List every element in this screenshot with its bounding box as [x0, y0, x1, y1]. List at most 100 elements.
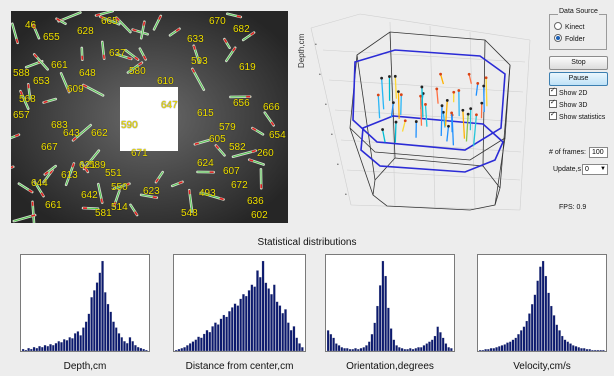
- data-source-title: Data Source: [558, 8, 599, 15]
- fish-label: 656: [233, 98, 250, 109]
- show-3d-checkbox-box: [549, 98, 557, 108]
- fish-label: 581: [95, 208, 112, 219]
- fish-heading: [193, 45, 196, 50]
- fish-heading: [251, 149, 256, 153]
- fish-point: [376, 93, 380, 97]
- fish-vector: [397, 91, 400, 119]
- histogram-bar: [205, 330, 209, 352]
- histogram-bar: [530, 304, 534, 352]
- histogram-bar: [582, 348, 586, 352]
- fish-vector: [436, 88, 439, 104]
- fish-vector: [380, 78, 385, 110]
- histogram-bar: [414, 348, 417, 352]
- fish-vector: [450, 112, 453, 133]
- fish-point: [480, 101, 484, 105]
- tank-3d-plot[interactable]: • • • • • •: [305, 10, 535, 222]
- histogram-bar: [577, 347, 580, 352]
- histogram-bar: [580, 348, 583, 352]
- histogram-bar: [27, 347, 30, 352]
- histogram-bar: [593, 349, 597, 352]
- radio-folder[interactable]: Folder: [554, 34, 585, 43]
- fish-heading: [219, 197, 224, 201]
- histogram-bar: [87, 313, 91, 352]
- fish-label: 602: [251, 210, 268, 221]
- video-frame-panel: 46 655 628 665 637 670 682 633 593 619 580 661 648 58…: [11, 11, 288, 223]
- fish-label: 633: [187, 34, 204, 45]
- fish-label: 653: [33, 76, 50, 87]
- dropdown-arrow-icon: ▼: [600, 166, 606, 172]
- fish-point: [414, 120, 418, 123]
- histogram-bar: [536, 280, 539, 352]
- histogram-bar: [392, 339, 396, 352]
- fish-heading: [188, 190, 191, 195]
- histogram-bar: [125, 343, 129, 352]
- pause-button[interactable]: Pause: [549, 72, 608, 86]
- fish-heading: [113, 201, 117, 207]
- histogram-velocity: [477, 254, 607, 352]
- histogram-bar: [539, 266, 542, 352]
- fish-heading: [82, 84, 88, 88]
- histogram-bar: [343, 348, 346, 352]
- show-3d-checkbox[interactable]: Show 3D: [549, 98, 587, 109]
- histogram-bar: [49, 344, 52, 352]
- histogram-bar: [261, 260, 265, 352]
- fish-label: 548: [181, 208, 198, 219]
- fish-point: [419, 94, 422, 98]
- histogram-bar: [222, 314, 226, 352]
- fish-heading: [232, 47, 236, 52]
- show-2d-checkbox[interactable]: Show 2D: [549, 86, 587, 97]
- histogram-bar: [242, 294, 245, 352]
- fish-point: [440, 104, 444, 108]
- fish-point: [467, 72, 471, 76]
- histogram-bar: [441, 337, 445, 352]
- fish-vector: [483, 86, 485, 112]
- fish-point: [439, 72, 442, 76]
- fish-heading: [191, 68, 196, 73]
- fish-vector: [377, 94, 381, 119]
- histogram-bar: [264, 282, 268, 352]
- fish-label: 514: [111, 202, 128, 213]
- histogram-bar: [478, 349, 482, 352]
- fish-point: [381, 128, 384, 131]
- fish-label: 579: [219, 122, 236, 133]
- histogram-bar: [211, 326, 214, 352]
- fish-label: 623: [143, 186, 160, 197]
- stop-button[interactable]: Stop: [549, 56, 608, 70]
- fish-label: 667: [41, 142, 58, 153]
- frames-input[interactable]: 100: [589, 147, 608, 158]
- histogram-bar: [555, 324, 559, 352]
- fish-vector: [394, 122, 397, 143]
- fish-heading: [56, 18, 61, 22]
- histogram-bar: [253, 286, 256, 352]
- fish-point: [380, 76, 384, 80]
- svg-text:•: •: [315, 42, 317, 48]
- fish-heading: [11, 166, 14, 169]
- histogram-bar: [41, 346, 44, 352]
- fish-heading: [43, 100, 48, 104]
- histogram-bar: [354, 348, 357, 352]
- fish-vector: [472, 114, 478, 147]
- fish-vector: [381, 129, 386, 143]
- fish-point: [447, 124, 450, 128]
- histogram-bar: [62, 339, 66, 352]
- show-statistics-checkbox[interactable]: Show statistics: [549, 110, 605, 121]
- fish-heading: [152, 196, 157, 199]
- update-select[interactable]: 0 ▼: [582, 164, 608, 175]
- histogram-bar: [376, 305, 379, 352]
- fish-heading: [236, 15, 241, 18]
- fish-label: 568: [19, 94, 36, 105]
- radio-kinect[interactable]: Kinect: [554, 22, 584, 31]
- histogram-bar: [500, 345, 504, 352]
- histogram-bar: [495, 347, 498, 352]
- histogram-bar: [38, 346, 41, 352]
- histogram-bar: [225, 316, 228, 352]
- histogram-bar: [370, 334, 374, 352]
- histogram-bar: [134, 345, 137, 352]
- histogram-bar: [444, 343, 448, 352]
- histogram-bar: [120, 337, 123, 352]
- histogram-bar: [348, 349, 352, 352]
- histogram-bar: [278, 305, 282, 352]
- histogram-bar: [384, 275, 387, 352]
- histogram-bar: [98, 272, 102, 352]
- fish-vector: [401, 120, 406, 132]
